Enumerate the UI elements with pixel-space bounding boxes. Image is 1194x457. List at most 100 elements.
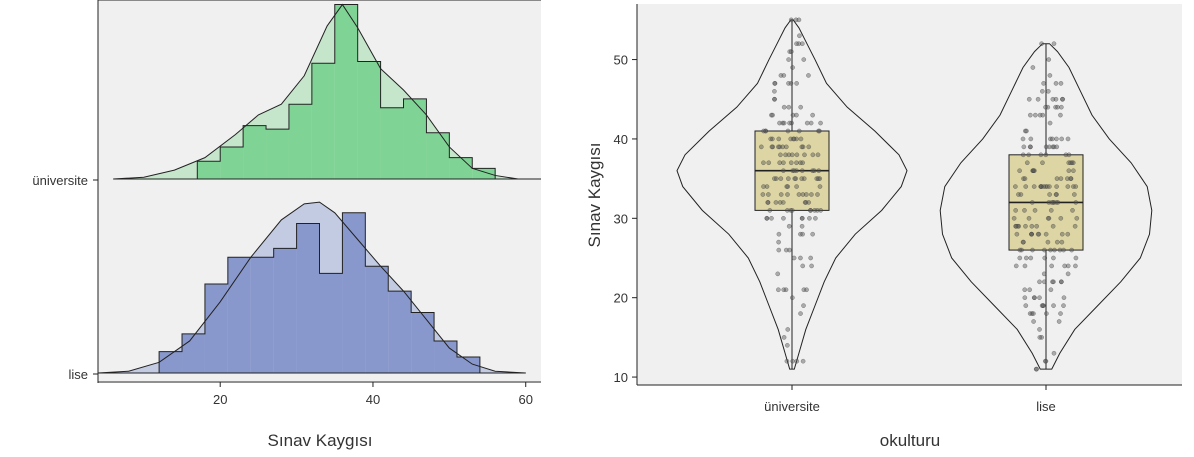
universite-data-point <box>786 152 792 158</box>
universite-histogram-bar <box>266 129 289 179</box>
lise-data-point <box>1029 231 1034 237</box>
lise-data-point <box>1060 96 1066 102</box>
violin-y-tick-label: 50 <box>614 53 628 68</box>
universite-data-point <box>761 160 766 166</box>
universite-histogram-bar <box>426 132 450 179</box>
universite-data-point <box>809 192 814 197</box>
universite-data-point <box>799 144 805 150</box>
lise-data-point <box>1065 263 1071 269</box>
lise-data-point <box>1017 168 1022 174</box>
lise-data-point <box>1051 350 1057 356</box>
universite-data-point <box>788 136 794 142</box>
lise-data-point <box>1073 263 1078 269</box>
universite-data-point <box>776 136 782 142</box>
lise-data-point <box>1014 231 1020 237</box>
lise-data-point <box>1058 112 1063 118</box>
lise-data-point <box>1068 160 1073 166</box>
lise-data-point <box>1037 295 1042 301</box>
lise-data-point <box>1041 81 1046 86</box>
lise-data-point <box>1051 41 1057 47</box>
universite-data-point <box>798 136 804 142</box>
ridgeline-ticks: üniversite lise 20 40 60 <box>32 173 533 407</box>
lise-data-point <box>1053 192 1059 197</box>
lise-data-point <box>1047 120 1053 126</box>
universite-data-point <box>796 128 802 134</box>
universite-data-point <box>784 208 790 213</box>
universite-data-point <box>799 223 805 229</box>
lise-data-point <box>1022 287 1028 293</box>
lise-histogram-bar <box>204 284 228 373</box>
universite-data-point <box>777 160 783 166</box>
lise-data-point <box>1020 239 1026 245</box>
universite-data-point <box>806 73 811 78</box>
lise-data-point <box>1065 231 1071 237</box>
universite-data-point <box>778 152 783 158</box>
universite-data-point <box>778 176 784 181</box>
universite-data-point <box>818 208 824 213</box>
universite-data-point <box>781 335 787 340</box>
lise-data-point <box>1055 104 1060 110</box>
lise-data-point <box>1069 160 1075 166</box>
universite-data-point <box>798 104 804 110</box>
universite-density-line <box>113 3 541 180</box>
lise-data-point <box>1042 279 1047 285</box>
universite-data-point <box>800 358 806 364</box>
lise-data-point <box>1072 192 1077 197</box>
universite-data-point <box>797 33 802 39</box>
lise-histogram-bar <box>342 212 366 373</box>
universite-data-point <box>780 120 786 126</box>
universite-data-point <box>794 112 799 118</box>
lise-data-point <box>1032 208 1038 213</box>
universite-data-point <box>789 152 795 158</box>
lise-data-point <box>1013 208 1019 213</box>
lise-data-point <box>1045 239 1051 245</box>
universite-data-point <box>761 128 766 134</box>
universite-data-point <box>788 160 794 166</box>
universite-histogram-bar <box>311 63 335 179</box>
universite-data-point <box>761 184 766 189</box>
universite-data-point <box>794 41 799 47</box>
ridgeline-x-tick-label: 60 <box>518 392 532 407</box>
universite-data-point <box>794 358 800 364</box>
universite-data-point <box>769 144 775 150</box>
universite-data-point <box>812 208 817 213</box>
lise-data-point <box>1054 144 1060 150</box>
lise-data-point <box>1061 247 1066 253</box>
lise-data-point <box>1065 271 1071 277</box>
universite-data-point <box>818 120 823 126</box>
lise-data-point <box>1059 279 1064 285</box>
lise-data-point <box>1059 231 1065 237</box>
lise-data-point <box>1022 263 1028 269</box>
lise-data-point <box>1039 303 1045 308</box>
lise-data-point <box>1027 287 1033 293</box>
lise-data-point <box>1026 96 1032 102</box>
lise-data-point <box>1059 239 1065 245</box>
lise-data-point <box>1045 88 1051 94</box>
lise-data-point <box>1053 81 1059 86</box>
ridgeline-x-tick-label: 40 <box>366 392 380 407</box>
universite-data-point <box>777 200 783 205</box>
universite-data-point <box>781 120 787 126</box>
universite-data-point <box>810 152 816 158</box>
violin-x-axis-title: okulturu <box>880 431 940 450</box>
universite-data-point <box>769 215 774 221</box>
universite-data-point <box>801 303 806 308</box>
lise-data-point <box>1073 184 1079 189</box>
lise-data-point <box>1030 247 1035 253</box>
universite-data-point <box>798 255 803 261</box>
lise-data-point <box>1026 152 1032 158</box>
universite-data-point <box>790 168 796 174</box>
universite-histogram-bar <box>288 104 312 179</box>
universite-data-point <box>764 215 770 221</box>
lise-data-point <box>1011 215 1017 221</box>
lise-data-point <box>1020 136 1026 142</box>
universite-data-point <box>799 41 805 47</box>
lise-data-point <box>1052 247 1057 253</box>
lise-data-point <box>1031 184 1037 189</box>
lise-data-point <box>1071 168 1076 174</box>
lise-data-point <box>1037 112 1043 118</box>
lise-histogram-bar <box>434 340 457 373</box>
lise-data-point <box>1027 144 1033 150</box>
universite-data-point <box>790 295 795 301</box>
lise-data-point <box>1038 152 1044 158</box>
